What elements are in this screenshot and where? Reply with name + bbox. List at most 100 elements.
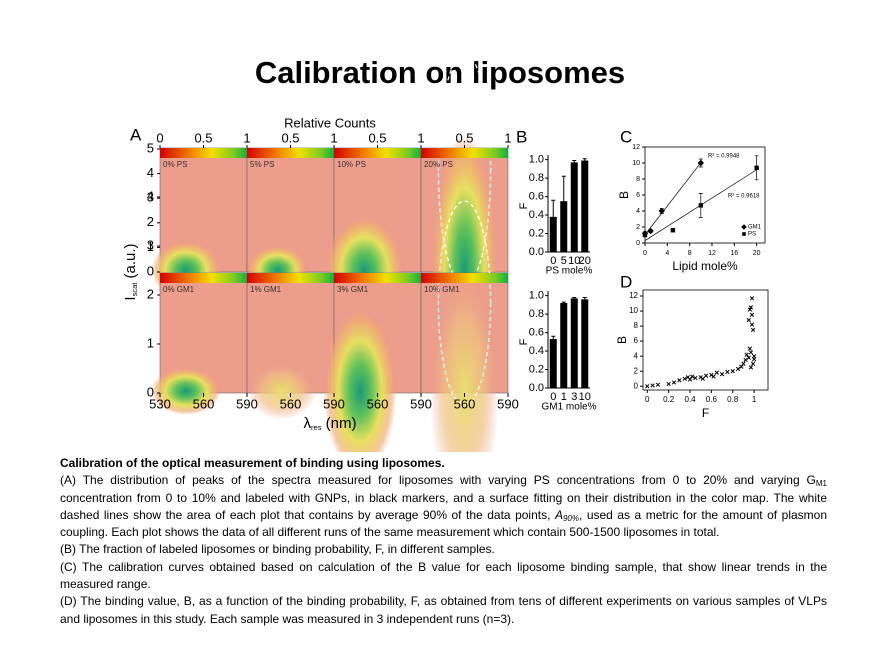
point bbox=[749, 312, 755, 317]
point bbox=[749, 322, 755, 327]
point bbox=[700, 376, 705, 381]
y-tick-label: 2 bbox=[636, 224, 640, 231]
x-tick-label: 590 bbox=[323, 396, 345, 411]
point bbox=[749, 296, 755, 301]
density-blob bbox=[429, 271, 500, 452]
point bbox=[730, 369, 735, 374]
point bbox=[754, 165, 759, 170]
panel-letter: C bbox=[620, 127, 632, 146]
point bbox=[697, 159, 705, 167]
bar bbox=[549, 216, 557, 252]
x-tick-label: 0.6 bbox=[706, 395, 718, 404]
caption-a: (A) The distribution of peaks of the spe… bbox=[60, 472, 827, 541]
caption-d: (D) The binding value, B, as a function … bbox=[60, 594, 827, 626]
point bbox=[666, 381, 671, 387]
x-tick-label: 1 bbox=[561, 391, 567, 403]
point bbox=[743, 357, 748, 363]
text: (A) The distribution of peaks of the spe… bbox=[60, 473, 807, 488]
y-tick-label: 4 bbox=[147, 188, 154, 203]
top-tick-label: 0.5 bbox=[455, 130, 473, 145]
y-tick-label: 0 bbox=[634, 381, 639, 390]
y-tick-label: 0.2 bbox=[529, 363, 544, 375]
point bbox=[747, 307, 752, 312]
error-bar bbox=[561, 175, 566, 227]
x-tick-label: 3 bbox=[571, 391, 577, 403]
density-blob bbox=[151, 367, 221, 415]
x-tick-label: 0 bbox=[645, 395, 650, 404]
error-bar bbox=[551, 335, 556, 342]
y-tick-label: 12 bbox=[629, 291, 638, 300]
x-tick-label: 590 bbox=[497, 396, 519, 411]
error-bar bbox=[582, 296, 587, 302]
x-tick-label: 560 bbox=[193, 396, 215, 411]
y-tick-label: 0.8 bbox=[529, 308, 544, 320]
x-tick-label: 10 bbox=[579, 391, 591, 403]
subscript: 90% bbox=[562, 513, 579, 523]
y-tick-label: 1.0 bbox=[529, 290, 544, 302]
y-tick-label: 3 bbox=[147, 190, 154, 205]
fit-line bbox=[644, 162, 702, 236]
top-tick-label: 0.5 bbox=[281, 130, 299, 145]
panel-letter: D bbox=[620, 272, 632, 291]
point bbox=[750, 327, 756, 333]
text: (a.u.) bbox=[122, 243, 139, 282]
point bbox=[746, 317, 751, 323]
x-tick-label: 0 bbox=[643, 250, 647, 257]
text: A bbox=[554, 507, 563, 522]
color-bar bbox=[160, 273, 247, 283]
point bbox=[687, 377, 693, 382]
y-tick-label: 1.0 bbox=[529, 154, 544, 166]
color-bar bbox=[160, 148, 247, 158]
tile-label: 20% PS bbox=[424, 160, 453, 169]
color-bar bbox=[421, 148, 508, 158]
x-tick-label: 16 bbox=[730, 250, 738, 257]
bar bbox=[570, 162, 578, 252]
y-tick-label: 2 bbox=[147, 286, 154, 301]
text: I bbox=[122, 296, 139, 300]
top-tick-label: 1 bbox=[417, 130, 424, 145]
caption: Calibration of the optical measurement o… bbox=[60, 455, 827, 628]
y-tick-label: 0.4 bbox=[529, 209, 544, 221]
x-tick-label: 20 bbox=[579, 255, 591, 267]
point bbox=[698, 203, 704, 208]
y-tick-label: 8 bbox=[634, 321, 639, 330]
text: , used as a metric for the amount of pla… bbox=[60, 507, 828, 540]
density-blob bbox=[323, 307, 397, 452]
error-bar bbox=[561, 301, 566, 304]
top-tick-label: 1 bbox=[243, 130, 250, 145]
subscript: res bbox=[311, 423, 322, 432]
point bbox=[642, 232, 648, 238]
bar bbox=[560, 303, 568, 388]
tile-label: 5% PS bbox=[250, 160, 274, 169]
point bbox=[714, 370, 719, 375]
y-tick-label: 12 bbox=[632, 144, 640, 151]
color-bar bbox=[421, 273, 508, 283]
x-tick-label: 1 bbox=[752, 395, 757, 404]
legend-marker bbox=[742, 232, 746, 236]
x-tick-label: 0.2 bbox=[663, 395, 675, 404]
y-tick-label: 0.0 bbox=[529, 246, 544, 258]
y-tick-label: 0.6 bbox=[529, 190, 544, 202]
top-tick-label: 0.5 bbox=[368, 130, 386, 145]
bar bbox=[570, 298, 578, 388]
tile-label: 1% GM1 bbox=[250, 285, 282, 294]
axis-title: Relative Counts bbox=[284, 115, 376, 130]
point bbox=[739, 364, 744, 369]
point bbox=[748, 305, 754, 310]
color-bar bbox=[334, 148, 421, 158]
tile-label: 10% PS bbox=[337, 160, 366, 169]
y-tick-label: 5 bbox=[147, 140, 154, 155]
top-tick-label: 0.5 bbox=[194, 130, 212, 145]
y-tick-label: 0.6 bbox=[529, 326, 544, 338]
x-tick-label: 590 bbox=[410, 396, 432, 411]
point bbox=[747, 346, 752, 351]
y-tick-label: 6 bbox=[634, 336, 639, 345]
y-tick-label: 3 bbox=[147, 237, 154, 252]
plot-frame bbox=[642, 289, 769, 391]
x-tick-label: 20 bbox=[753, 250, 761, 257]
x-tick-label: 12 bbox=[708, 250, 716, 257]
x-tick-label: 560 bbox=[454, 396, 476, 411]
r2-label: R² = 0.9948 bbox=[708, 154, 740, 160]
text: concentration from 0 to 10% and labeled … bbox=[60, 490, 827, 522]
tile-label: 3% GM1 bbox=[337, 285, 369, 294]
